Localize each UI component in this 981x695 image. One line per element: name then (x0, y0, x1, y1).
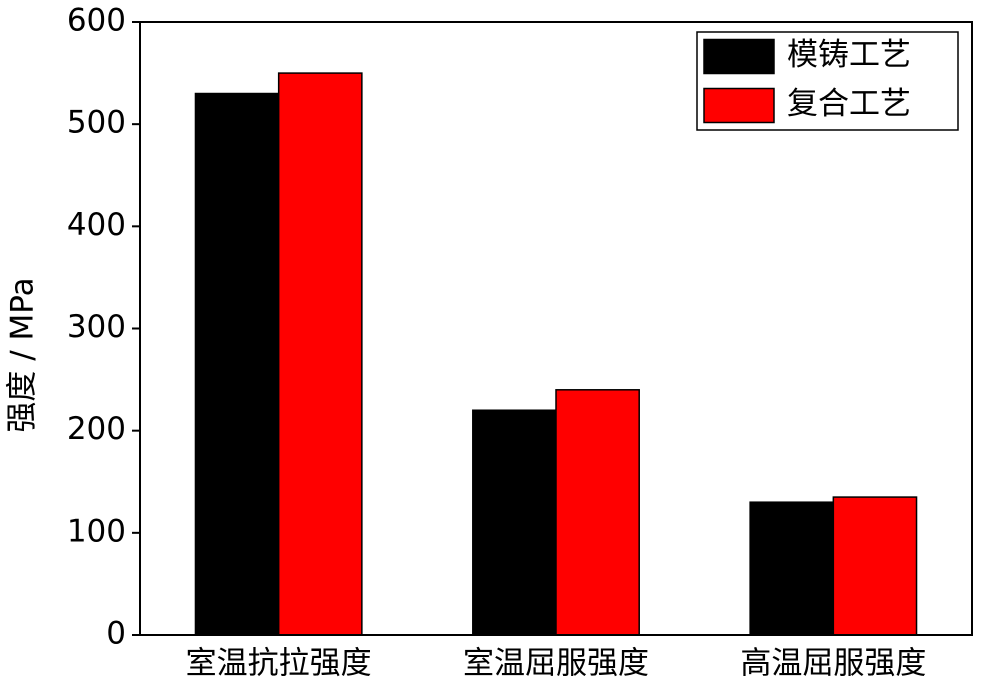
plot-frame (139, 21, 973, 636)
bar (832, 496, 918, 636)
x-tick-label: 室温屈服强度 (463, 646, 649, 682)
x-tick-label: 室温抗拉强度 (186, 646, 372, 682)
y-tick-label: 100 (67, 513, 126, 549)
bar (555, 389, 640, 636)
legend-label: 复合工艺 (787, 86, 911, 122)
legend-swatch (703, 87, 775, 124)
bar (277, 72, 363, 636)
y-tick-label: 400 (67, 207, 126, 243)
y-axis-label: 强度 / MPa (5, 277, 41, 432)
y-tick-label: 600 (67, 3, 126, 39)
legend-label: 模铸工艺 (787, 37, 911, 73)
legend-swatch (703, 38, 775, 75)
bar (749, 501, 835, 636)
y-tick-label: 200 (67, 411, 126, 447)
y-tick-label: 300 (67, 309, 126, 345)
bar (472, 409, 557, 636)
x-tick-label: 高温屈服强度 (740, 646, 926, 682)
y-tick-label: 500 (67, 105, 126, 141)
y-tick-label: 0 (106, 616, 126, 652)
bar (194, 92, 280, 636)
